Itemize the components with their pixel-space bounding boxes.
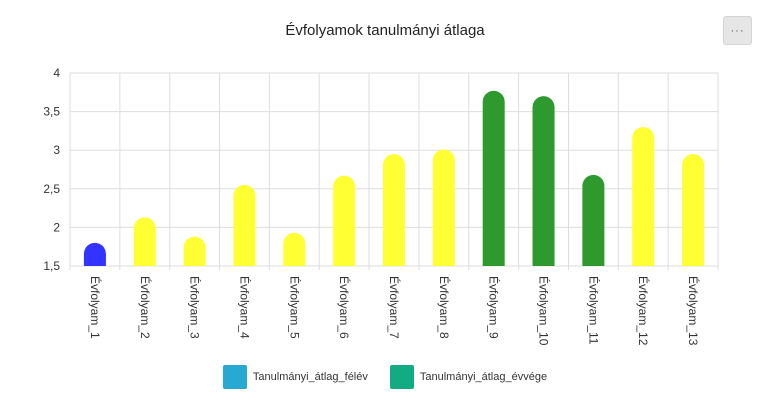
legend: Tanulmányi_átlag_félév Tanulmányi_átlag_… [0, 365, 770, 389]
x-tick-label: Évfolyam_2 [138, 276, 153, 339]
bar-évfolyam_2 [133, 217, 156, 266]
y-tick-label: 3,5 [43, 105, 60, 119]
x-tick-label: Évfolyam_1 [88, 276, 103, 339]
x-tick-label: Évfolyam_7 [387, 276, 402, 339]
bar-évfolyam_11 [582, 174, 605, 266]
x-tick-label: Évfolyam_10 [537, 276, 552, 346]
bar-évfolyam_6 [333, 175, 356, 266]
legend-label-evvege: Tanulmányi_átlag_évvége [419, 371, 548, 383]
bar-évfolyam_12 [632, 127, 655, 266]
bar-évfolyam_10 [532, 96, 555, 266]
bar-évfolyam_1 [83, 242, 106, 266]
x-tick-label: Évfolyam_12 [636, 276, 651, 346]
bar-évfolyam_13 [682, 154, 705, 266]
x-tick-label: Évfolyam_11 [586, 276, 601, 345]
x-tick-label: Évfolyam_8 [437, 276, 452, 339]
x-tick-label: Évfolyam_13 [686, 276, 701, 346]
bar-évfolyam_3 [183, 236, 206, 266]
x-tick-label: Évfolyam_3 [188, 276, 203, 339]
legend-item-evvege[interactable]: Tanulmányi_átlag_évvége [389, 365, 548, 389]
legend-swatch-evvege [389, 365, 414, 389]
y-tick-label: 1,5 [43, 259, 60, 273]
x-tick-label: Évfolyam_4 [237, 276, 252, 339]
bar-évfolyam_5 [283, 232, 306, 266]
x-tick-label: Évfolyam_5 [287, 276, 302, 339]
chart-title: Évfolyamok tanulmányi átlaga [285, 22, 485, 39]
y-tick-label: 2,5 [43, 182, 60, 196]
chart-menu-button[interactable]: ··· [723, 16, 752, 45]
y-tick-label: 2 [53, 220, 60, 234]
legend-label-felev: Tanulmányi_átlag_félév [252, 371, 368, 383]
x-tick-label: Évfolyam_9 [487, 276, 502, 339]
bar-évfolyam_9 [482, 90, 505, 266]
bar-évfolyam_7 [383, 154, 405, 266]
bar-évfolyam_8 [432, 149, 455, 266]
y-tick-label: 3 [53, 143, 60, 157]
bar-chart: 1,5 2 2,5 3 3,5 4 Évfolyam_1 Évfolyam_2 Évfolyam… [43, 66, 719, 346]
bar-évfolyam_4 [233, 184, 256, 266]
legend-swatch-felev [222, 365, 247, 389]
x-tick-label: Évfolyam_6 [337, 276, 352, 339]
legend-item-felev[interactable]: Tanulmányi_átlag_félév [222, 365, 368, 389]
y-tick-label: 4 [53, 66, 60, 80]
